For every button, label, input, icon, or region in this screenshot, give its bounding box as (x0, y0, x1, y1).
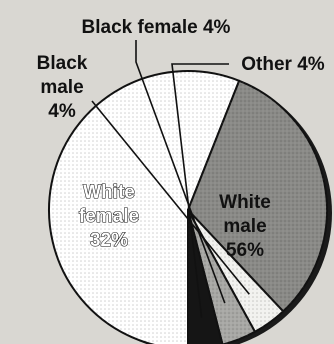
label-white-male-line1: White (219, 192, 271, 213)
label-white-male-pct: 56% (226, 240, 264, 261)
label-black-male-line1: Black (37, 53, 88, 74)
pie-slice-texture-black-female (188, 210, 255, 344)
pie-slice-texture-black-male (188, 210, 284, 332)
leader-black-female (135, 40, 226, 304)
label-black-male-line2: male (40, 77, 83, 98)
label-black-female: Black female 4% (82, 17, 231, 38)
label-white-female-line2: female (79, 206, 139, 227)
label-white-female-line1: White (83, 182, 135, 203)
label-white-male-line2: male (223, 216, 266, 237)
pie-slice-texture-white-female (188, 80, 328, 312)
leader-other (171, 63, 229, 318)
pie-slice-other (187, 209, 224, 344)
label-black-male-pct: 4% (48, 101, 76, 122)
label-white-female-pct: 32% (90, 230, 128, 251)
leader-black-male (91, 100, 250, 295)
pie-slice-texture-white-male (49, 71, 240, 344)
label-other: Other 4% (241, 54, 325, 75)
